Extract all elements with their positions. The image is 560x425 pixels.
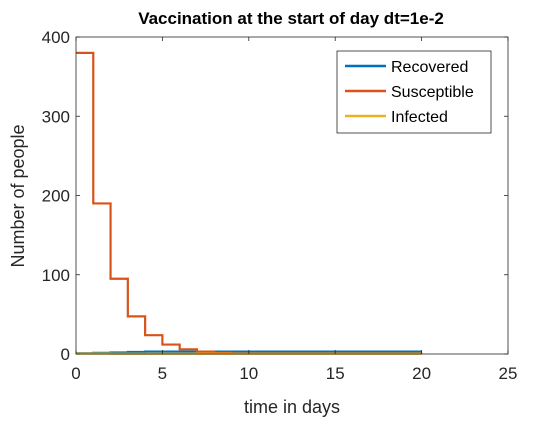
x-tick-label: 15 (326, 364, 345, 383)
y-tick-label: 0 (61, 345, 70, 364)
x-tick-label: 5 (158, 364, 167, 383)
legend-label-recovered: Recovered (391, 59, 468, 76)
x-tick-label: 10 (239, 364, 258, 383)
y-axis-label: Number of people (8, 124, 28, 267)
x-axis-label: time in days (244, 397, 340, 417)
y-tick-label: 300 (42, 107, 70, 126)
x-tick-label: 0 (71, 364, 80, 383)
legend: Recovered Susceptible Infected (337, 51, 491, 133)
y-tick-label: 400 (42, 28, 70, 47)
chart-title: Vaccination at the start of day dt=1e-2 (138, 9, 444, 28)
x-tick-label: 20 (412, 364, 431, 383)
y-tick-label: 200 (42, 187, 70, 206)
y-tick-label: 100 (42, 266, 70, 285)
legend-label-infected: Infected (391, 109, 448, 126)
legend-label-susceptible: Susceptible (391, 84, 474, 101)
x-tick-label: 25 (499, 364, 518, 383)
